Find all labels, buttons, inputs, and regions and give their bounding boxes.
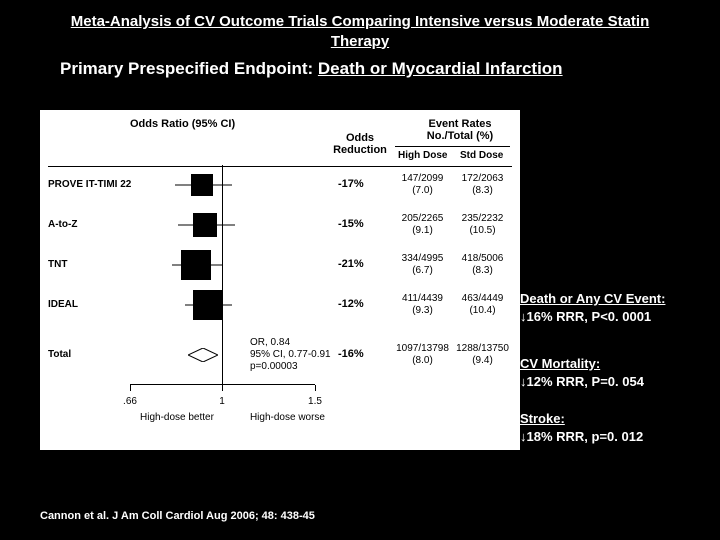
event-high-dose-pct: (9.3)	[395, 305, 450, 316]
event-std-dose-pct: (10.5)	[455, 225, 510, 236]
trial-label: A-to-Z	[48, 219, 77, 230]
header-event-rates-sub: No./Total (%)	[410, 130, 510, 142]
event-high-dose: 205/2265	[395, 213, 450, 224]
slide-title: Meta-Analysis of CV Outcome Trials Compa…	[0, 0, 720, 55]
or-summary-line: OR, 0.84	[250, 337, 290, 348]
x-tick	[130, 385, 131, 391]
side-result: CV Mortality:↓12% RRR, P=0. 054	[520, 355, 644, 390]
trial-label: IDEAL	[48, 299, 78, 310]
header-std-dose: Std Dose	[460, 150, 503, 161]
event-std-dose: 463/4449	[455, 293, 510, 304]
summary-diamond	[188, 348, 218, 362]
event-std-dose: 418/5006	[455, 253, 510, 264]
total-event-high-dose-pct: (8.0)	[395, 355, 450, 366]
point-estimate-marker	[193, 213, 217, 237]
reference-line	[222, 165, 223, 385]
event-high-dose: 334/4995	[395, 253, 450, 264]
x-label-left: High-dose better	[140, 412, 214, 423]
x-label-right: High-dose worse	[250, 412, 325, 423]
citation: Cannon et al. J Am Coll Cardiol Aug 2006…	[40, 510, 315, 522]
side-result: Stroke:↓18% RRR, p=0. 012	[520, 410, 643, 445]
point-estimate-marker	[181, 250, 211, 280]
total-event-std-dose: 1288/13750	[455, 343, 510, 354]
total-event-std-dose-pct: (9.4)	[455, 355, 510, 366]
point-estimate-marker	[193, 290, 223, 320]
header-event-rates: Event Rates	[410, 118, 510, 130]
x-tick-label: 1	[219, 396, 225, 407]
event-std-dose-pct: (8.3)	[455, 265, 510, 276]
odds-reduction-value: -17%	[338, 178, 364, 190]
point-estimate-marker	[191, 174, 213, 196]
event-high-dose-pct: (6.7)	[395, 265, 450, 276]
total-event-high-dose: 1097/13798	[395, 343, 450, 354]
subtitle-endpoint: Death or Myocardial Infarction	[318, 59, 563, 78]
event-std-dose: 172/2063	[455, 173, 510, 184]
slide-subtitle: Primary Prespecified Endpoint: Death or …	[0, 55, 720, 87]
event-std-dose: 235/2232	[455, 213, 510, 224]
event-high-dose-pct: (9.1)	[395, 225, 450, 236]
odds-reduction-value: -12%	[338, 298, 364, 310]
trial-label: PROVE IT-TIMI 22	[48, 179, 131, 190]
header-odds-reduction: Odds Reduction	[330, 132, 390, 156]
event-std-dose-pct: (8.3)	[455, 185, 510, 196]
or-summary-line: p=0.00003	[250, 361, 298, 372]
event-high-dose: 147/2099	[395, 173, 450, 184]
side-result: Death or Any CV Event:↓16% RRR, P<0. 000…	[520, 290, 665, 325]
x-tick	[222, 385, 223, 391]
event-high-dose-pct: (7.0)	[395, 185, 450, 196]
header-odds-ratio: Odds Ratio (95% CI)	[130, 118, 235, 130]
x-tick	[315, 385, 316, 391]
trial-label: TNT	[48, 259, 67, 270]
total-odds-reduction: -16%	[338, 348, 364, 360]
x-tick-label: .66	[123, 396, 137, 407]
or-summary-line: 95% CI, 0.77-0.91	[250, 349, 331, 360]
header-high-dose: High Dose	[398, 150, 447, 161]
header-underline	[395, 146, 510, 147]
x-tick-label: 1.5	[308, 396, 322, 407]
total-label: Total	[48, 349, 71, 360]
event-std-dose-pct: (10.4)	[455, 305, 510, 316]
forest-plot: Odds Ratio (95% CI) Odds Reduction Event…	[40, 110, 520, 450]
odds-reduction-value: -21%	[338, 258, 364, 270]
subtitle-prefix: Primary Prespecified Endpoint:	[60, 59, 318, 78]
odds-reduction-value: -15%	[338, 218, 364, 230]
event-high-dose: 411/4439	[395, 293, 450, 304]
